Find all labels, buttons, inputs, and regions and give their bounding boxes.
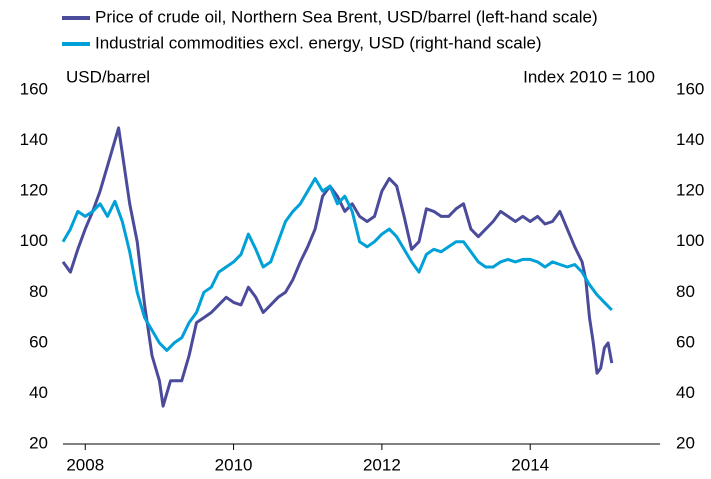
series-line [61,126,614,408]
y-tick-label: 100 [20,231,48,250]
x-tick-label: 2012 [363,455,401,474]
y-axis-label: USD/barrel [66,67,150,86]
y2-tick-label: 40 [676,383,695,402]
y-tick-label: 120 [20,181,48,200]
x-tick-label: 2014 [511,455,549,474]
y2-tick-label: 120 [676,181,704,200]
x-tick-label: 2010 [215,455,253,474]
y2-tick-label: 60 [676,332,695,351]
y-tick-label: 20 [29,433,48,452]
y-tick-label: 80 [29,282,48,301]
x-tick-label: 2008 [66,455,104,474]
y2-tick-label: 160 [676,79,704,98]
legend-label: Industrial commodities excl. energy, USD… [95,33,542,52]
y2-tick-label: 140 [676,130,704,149]
legend-label: Price of crude oil, Northern Sea Brent, … [95,7,598,26]
y2-tick-label: 80 [676,282,695,301]
y-tick-label: 160 [20,79,48,98]
y2-tick-label: 20 [676,433,695,452]
y-tick-label: 60 [29,332,48,351]
y2-axis-label: Index 2010 = 100 [523,67,655,86]
y2-tick-label: 100 [676,231,704,250]
y-tick-label: 40 [29,383,48,402]
series-line [61,177,613,352]
y-tick-label: 140 [20,130,48,149]
